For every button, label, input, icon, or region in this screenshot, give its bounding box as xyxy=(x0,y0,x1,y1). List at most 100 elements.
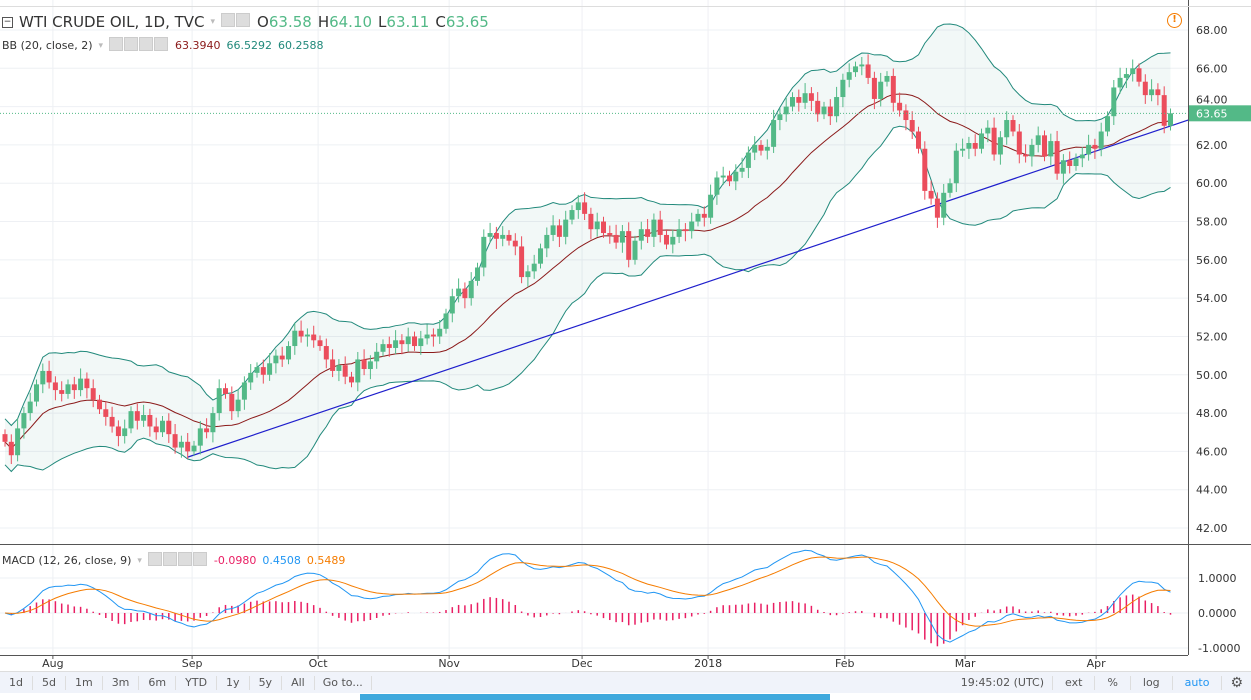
candle xyxy=(223,388,228,394)
candle xyxy=(115,426,121,437)
candle xyxy=(947,183,953,193)
candle xyxy=(764,146,770,151)
candle xyxy=(941,192,947,218)
candle xyxy=(292,330,298,347)
ext-button[interactable]: ext xyxy=(1053,675,1096,690)
candle xyxy=(538,248,543,264)
bb-fill xyxy=(5,24,1171,472)
candle xyxy=(563,219,569,237)
candle xyxy=(456,288,462,297)
candle xyxy=(298,330,304,337)
goto-button[interactable]: Go to... xyxy=(315,675,372,690)
candle xyxy=(342,365,348,377)
dropdown-icon[interactable]: ▾ xyxy=(137,555,142,566)
chart-canvas[interactable]: 68.00 66.00 64.00 62.00 60.00 58.00 56.00 54.00… xyxy=(0,0,1251,671)
candle xyxy=(424,334,430,339)
candle xyxy=(475,267,480,281)
last-price-badge xyxy=(1189,105,1251,122)
macd-title[interactable]: MACD (12, 26, close, 9) xyxy=(2,554,132,567)
eye-icon[interactable] xyxy=(221,13,236,27)
candle xyxy=(141,414,147,421)
close-icon[interactable] xyxy=(154,37,169,51)
range-ytd[interactable]: YTD xyxy=(176,675,218,690)
candle xyxy=(304,334,310,337)
candle xyxy=(739,167,745,172)
dropdown-icon[interactable]: ▾ xyxy=(98,40,104,51)
candle xyxy=(1086,144,1092,155)
candle xyxy=(1111,87,1117,117)
range-3m[interactable]: 3m xyxy=(103,675,140,690)
candle xyxy=(777,114,783,121)
eye-icon[interactable] xyxy=(109,37,124,51)
range-5y[interactable]: 5y xyxy=(250,675,283,690)
bottom-toolbar: 1d 5d 1m 3m 6m YTD 1y 5y All Go to... 19:45:02 (… xyxy=(0,671,1251,693)
bb-lower-value: 60.2588 xyxy=(278,39,324,52)
range-1y[interactable]: 1y xyxy=(217,675,250,690)
macd-panel xyxy=(0,549,1188,649)
range-1m[interactable]: 1m xyxy=(66,675,103,690)
dropdown-icon[interactable]: ▾ xyxy=(210,17,216,27)
bb-title[interactable]: BB (20, close, 2) xyxy=(2,39,93,52)
candle xyxy=(380,344,386,352)
candle xyxy=(449,296,455,314)
price-tick-label: 60.00 xyxy=(1196,177,1228,190)
move-icon[interactable] xyxy=(177,552,192,566)
candle xyxy=(267,363,273,375)
candle xyxy=(519,246,525,278)
candle xyxy=(506,234,512,241)
candle xyxy=(386,344,392,348)
candle xyxy=(437,328,443,337)
macd-tick-label: -1.0000 xyxy=(1198,642,1240,655)
candles xyxy=(2,54,1173,465)
candle xyxy=(916,131,921,149)
candle xyxy=(2,434,8,442)
candle xyxy=(393,340,399,348)
trendline xyxy=(187,119,1189,458)
candle xyxy=(311,334,317,341)
settings-gear-icon[interactable]: ⚙ xyxy=(1230,674,1243,691)
gear-icon[interactable] xyxy=(236,13,251,27)
candle xyxy=(531,263,537,272)
eye-icon[interactable] xyxy=(147,552,162,566)
candle xyxy=(960,148,966,151)
candle xyxy=(27,401,33,414)
scrollbar-thumb[interactable] xyxy=(360,694,830,700)
price-tick-label: 48.00 xyxy=(1196,407,1228,420)
percent-button[interactable]: % xyxy=(1095,675,1131,690)
scrollbar[interactable] xyxy=(0,693,1251,700)
range-5d[interactable]: 5d xyxy=(33,675,66,690)
macd-tick-label: 1.0000 xyxy=(1198,572,1237,585)
candle xyxy=(8,441,14,456)
candle xyxy=(733,171,739,182)
candle xyxy=(771,120,777,147)
candle xyxy=(405,336,411,345)
candle xyxy=(701,213,707,218)
alert-icon[interactable]: ! xyxy=(1167,13,1182,28)
gear-icon[interactable] xyxy=(124,37,139,51)
candle xyxy=(160,420,165,433)
candle xyxy=(972,143,978,149)
move-icon[interactable] xyxy=(139,37,154,51)
candle xyxy=(708,194,714,218)
candle xyxy=(462,288,468,299)
candle xyxy=(790,97,795,107)
symbol-title[interactable]: WTI CRUDE OIL, 1D, TVC xyxy=(19,13,205,31)
candle xyxy=(241,382,247,400)
candle xyxy=(1130,68,1136,75)
price-tick-label: 44.00 xyxy=(1196,484,1228,497)
close-icon[interactable] xyxy=(192,552,207,566)
candle xyxy=(153,426,159,433)
candle xyxy=(210,413,216,433)
range-6m[interactable]: 6m xyxy=(139,675,177,690)
log-button[interactable]: log xyxy=(1131,675,1173,690)
candle xyxy=(71,384,77,391)
gear-icon[interactable] xyxy=(162,552,177,566)
candle xyxy=(15,428,21,456)
range-1d[interactable]: 1d xyxy=(0,675,33,690)
auto-button[interactable]: auto xyxy=(1173,675,1223,690)
bb-upper-value: 66.5292 xyxy=(226,39,273,52)
collapse-icon[interactable]: − xyxy=(2,16,13,28)
price-tick-label: 56.00 xyxy=(1196,254,1228,267)
candle xyxy=(928,190,934,199)
range-all[interactable]: All xyxy=(282,675,315,690)
